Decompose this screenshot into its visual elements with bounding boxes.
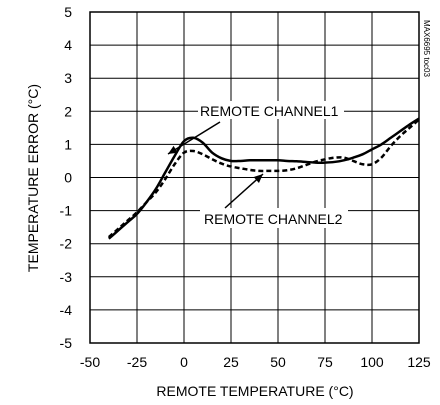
series-line-remote-channel1 (107, 117, 420, 240)
y-tick-label: -2 (60, 236, 73, 252)
x-tick-labels: -50 -25 0 25 50 75 100 125 (80, 354, 431, 370)
y-tick-label: 1 (64, 136, 72, 152)
y-tick-label: -3 (60, 269, 73, 285)
x-axis-title: REMOTE TEMPERATURE (°C) (156, 383, 353, 399)
y-tick-label: -4 (60, 302, 73, 318)
y-tick-label: 0 (64, 170, 72, 186)
x-tick-label: -25 (127, 354, 147, 370)
y-tick-label: 4 (64, 37, 72, 53)
watermark-label: MAX6695 toc03 (422, 20, 431, 77)
annotations: REMOTE CHANNEL1 REMOTE CHANNEL2 (167, 101, 348, 228)
x-tick-label: 50 (270, 354, 286, 370)
series-layer (107, 117, 420, 240)
x-tick-label: 25 (223, 354, 239, 370)
y-tick-label: -1 (60, 203, 73, 219)
x-tick-label: 125 (407, 354, 431, 370)
x-tick-label: 0 (180, 354, 188, 370)
annotation-background (198, 101, 344, 119)
plot-frame (89, 11, 420, 344)
annotation-arrow-line (167, 121, 221, 155)
annotation-background (200, 208, 348, 228)
x-tick-label: -50 (80, 354, 100, 370)
annotation-arrow-head (168, 145, 178, 154)
y-tick-labels: -5 -4 -3 -2 -1 0 1 2 3 4 5 (60, 4, 73, 351)
annotation-arrow-head (253, 174, 263, 183)
y-tick-label: 5 (64, 4, 72, 20)
y-tick-label: 3 (64, 70, 72, 86)
annotation-remote-channel2: REMOTE CHANNEL2 (204, 211, 343, 227)
x-tick-label: 75 (317, 354, 333, 370)
x-tick-label: 100 (360, 354, 384, 370)
series-line-remote-channel2 (107, 118, 420, 239)
y-axis-title: TEMPERATURE ERROR (°C) (25, 84, 41, 272)
annotation-remote-channel1: REMOTE CHANNEL1 (200, 103, 339, 119)
y-tick-label: 2 (64, 103, 72, 119)
y-tick-label: -5 (60, 335, 73, 351)
